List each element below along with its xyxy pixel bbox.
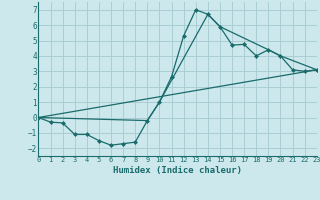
- X-axis label: Humidex (Indice chaleur): Humidex (Indice chaleur): [113, 166, 242, 175]
